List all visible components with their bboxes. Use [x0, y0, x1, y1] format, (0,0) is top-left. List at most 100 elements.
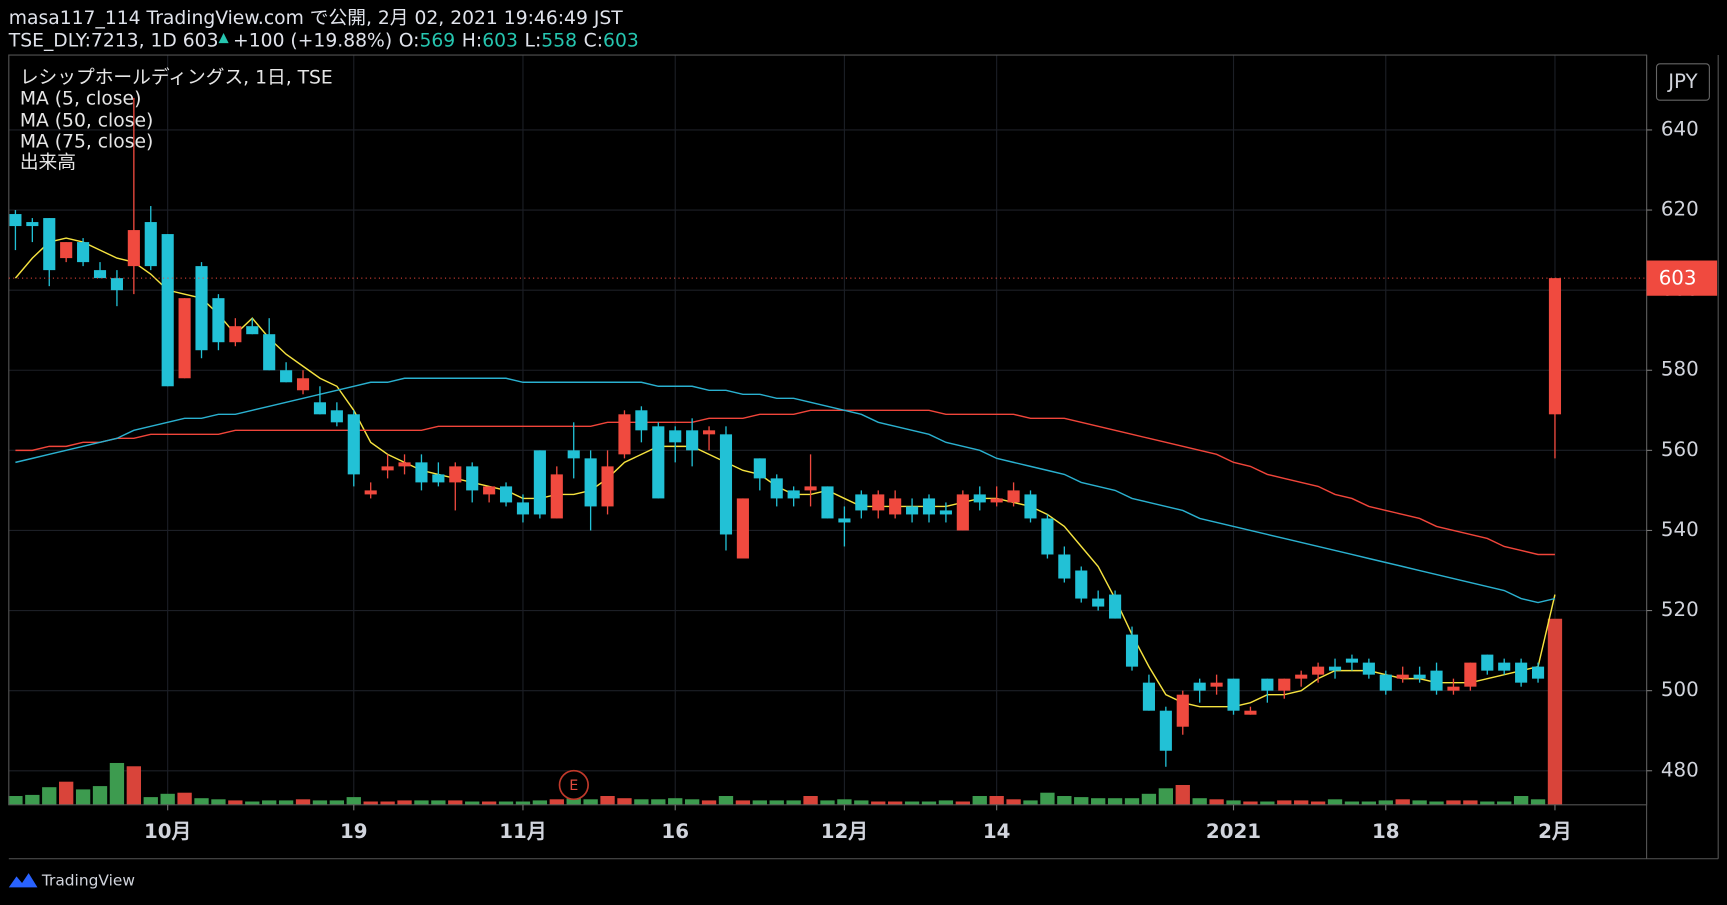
- ohlc-value: 603: [603, 30, 639, 51]
- x-tick-label: 16: [661, 820, 689, 843]
- candle-body: [753, 458, 766, 479]
- candle-body: [1159, 710, 1172, 751]
- candle-body: [1210, 682, 1223, 687]
- candle-body: [313, 402, 327, 415]
- volume-bar: [245, 801, 260, 805]
- candle-body: [263, 334, 276, 371]
- ohlc-label: L:: [525, 30, 542, 51]
- volume-bar: [262, 800, 277, 805]
- arrow: ▲: [219, 30, 230, 45]
- volume-bar: [701, 800, 717, 805]
- candle-body: [1244, 710, 1257, 715]
- candle-body: [1142, 682, 1155, 711]
- candle-body: [347, 414, 360, 475]
- candle-body: [1261, 678, 1274, 691]
- logo-icon: [8, 873, 38, 888]
- volume-bar: [1040, 792, 1055, 805]
- y-tick-label: 520: [1661, 598, 1699, 621]
- candle-body: [1041, 518, 1054, 555]
- volume-bar: [1158, 788, 1174, 805]
- volume-bar: [1226, 800, 1241, 805]
- volume-bar: [1497, 801, 1512, 805]
- volume-bar: [1141, 793, 1157, 805]
- volume-bar: [42, 787, 57, 805]
- x-tick-label: 18: [1372, 820, 1400, 843]
- candle-body: [838, 518, 851, 523]
- candle-body: [872, 494, 885, 511]
- candle-body: [296, 378, 310, 391]
- volume-bar: [668, 798, 683, 805]
- candle-body: [550, 474, 563, 519]
- currency-box[interactable]: [1655, 63, 1710, 101]
- volume-bar: [380, 801, 395, 805]
- ohlc-value: 603: [482, 30, 518, 51]
- candle-body: [364, 490, 377, 495]
- x-tick-label: 2021: [1206, 820, 1261, 843]
- volume-bar: [397, 800, 412, 805]
- earnings-marker[interactable]: [558, 769, 589, 801]
- volume-bar: [25, 794, 40, 805]
- candle-body: [466, 466, 479, 491]
- volume-bar: [1395, 799, 1410, 805]
- volume-bar: [1463, 800, 1478, 805]
- last-price-box: [1646, 260, 1718, 296]
- ohlc: O:569 H:603 L:558 C:603: [399, 30, 639, 51]
- candle-body: [483, 486, 496, 495]
- candle-body: [922, 498, 936, 515]
- candle-body: [1498, 662, 1511, 671]
- candle-body: [652, 426, 665, 499]
- volume-bar: [989, 796, 1004, 805]
- candle-body: [381, 466, 394, 471]
- volume-bar: [143, 797, 158, 805]
- volume-bar: [1378, 800, 1393, 805]
- candle-body: [1548, 278, 1562, 415]
- candle-body: [821, 486, 834, 519]
- volume-bar: [8, 796, 23, 805]
- volume-bar: [1006, 799, 1021, 805]
- volume-bar: [1192, 798, 1207, 805]
- candle-body: [1007, 490, 1020, 503]
- candle-body: [1464, 662, 1477, 687]
- volume-bar: [583, 799, 598, 805]
- candle-body: [855, 494, 868, 511]
- volume-bar: [1547, 618, 1563, 805]
- candle-body: [1447, 686, 1460, 691]
- volume-bar: [515, 801, 531, 805]
- volume-bar: [465, 801, 480, 805]
- volume-bar: [1344, 801, 1360, 805]
- candle-body: [195, 266, 208, 351]
- volume-bar: [532, 800, 548, 805]
- volume-bar: [1074, 797, 1089, 805]
- volume-bar: [684, 799, 700, 805]
- volume-bar: [820, 800, 835, 805]
- candle-body: [26, 222, 39, 227]
- y-tick-label: 500: [1661, 678, 1699, 701]
- volume-bar: [1175, 784, 1190, 805]
- volume-bar: [278, 800, 294, 805]
- volume-bar: [1243, 801, 1258, 805]
- ohlc-value: 569: [419, 30, 455, 51]
- candle-body: [1109, 594, 1122, 619]
- volume-bar: [414, 800, 429, 805]
- x-tick-label: 2月: [1538, 820, 1572, 843]
- legend-ma75: MA (75, close): [20, 132, 153, 153]
- candle-body: [93, 270, 107, 279]
- volume-bar: [972, 796, 987, 805]
- candle-body: [60, 242, 73, 259]
- volume-bar: [600, 796, 615, 805]
- y-tick-label: 640: [1661, 117, 1699, 140]
- change: +100 (+19.88%): [233, 30, 392, 51]
- candle-body: [804, 486, 817, 491]
- candle-body: [1515, 662, 1528, 683]
- candle-body: [1312, 666, 1325, 675]
- volume-bar: [481, 801, 497, 805]
- volume-bar: [871, 801, 886, 805]
- legend-ma5: MA (5, close): [20, 89, 142, 110]
- volume-bar: [1107, 798, 1123, 805]
- volume-bar: [498, 801, 514, 805]
- candle-body: [330, 410, 343, 423]
- volume-bar: [312, 800, 328, 805]
- candle-body: [499, 486, 513, 503]
- candle-body: [635, 410, 648, 431]
